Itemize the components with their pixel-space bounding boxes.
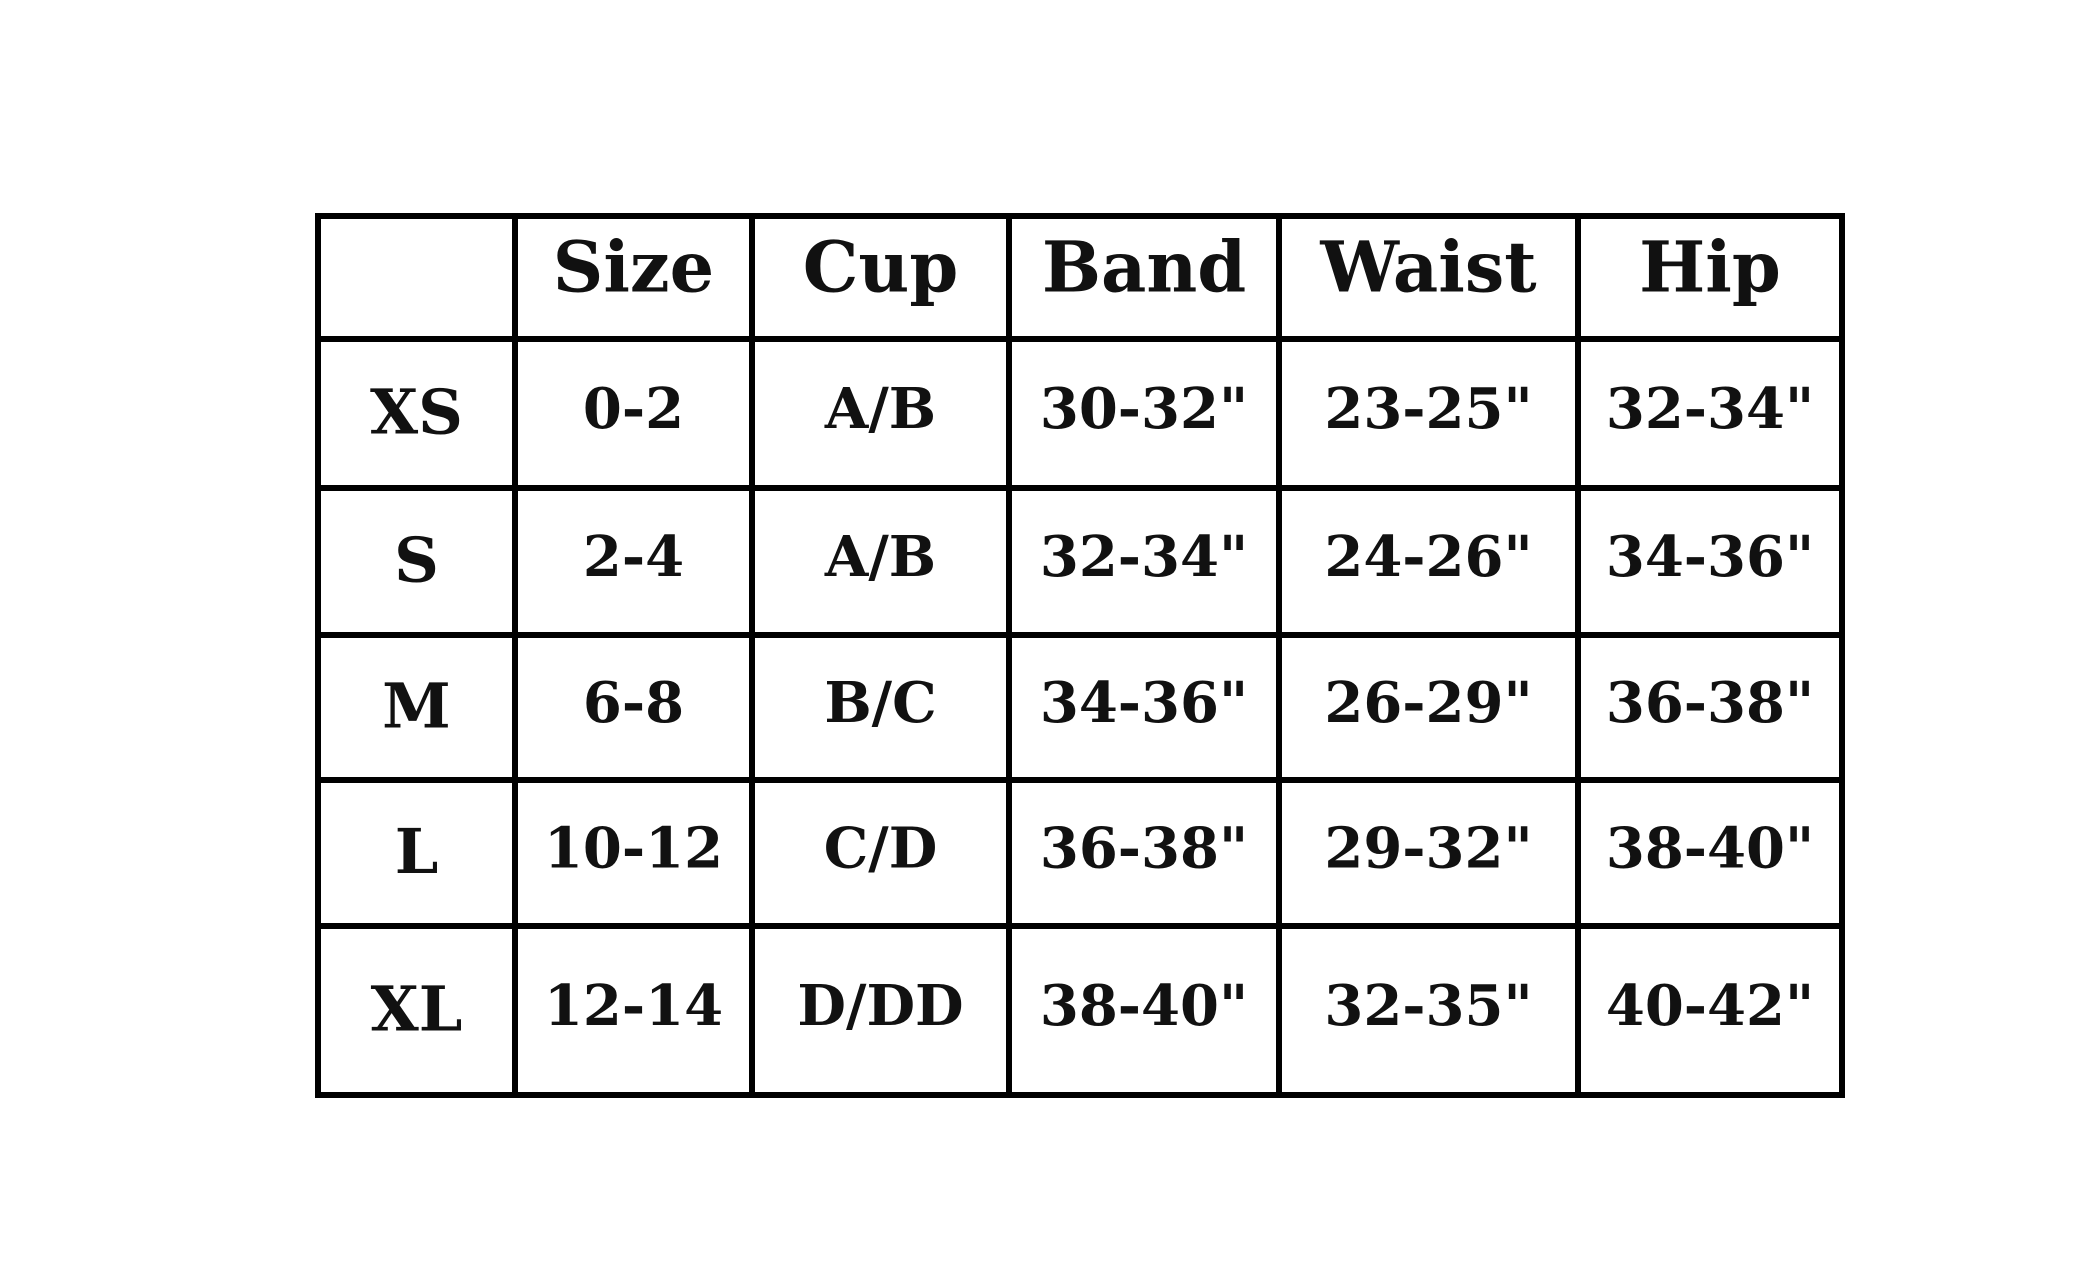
- row-label: L: [395, 815, 439, 888]
- table-cell: 26-29": [1324, 670, 1532, 736]
- table-cell: A/B: [824, 524, 936, 590]
- table-cell: 24-26": [1324, 524, 1532, 590]
- table-cell: 29-32": [1324, 816, 1532, 882]
- table-cell: B/C: [824, 670, 936, 736]
- row-label: XS: [370, 376, 463, 449]
- table-cell: 32-34": [1040, 524, 1248, 590]
- row-label: S: [394, 524, 439, 597]
- table-cell: 34-36": [1606, 524, 1814, 590]
- column-header: Cup: [803, 226, 959, 309]
- row-label: XL: [371, 973, 463, 1046]
- column-header: Hip: [1639, 226, 1781, 309]
- column-header: Size: [553, 226, 714, 309]
- table-cell: 6-8: [583, 670, 684, 736]
- table-cell: 34-36": [1040, 670, 1248, 736]
- table-cell: 36-38": [1040, 816, 1248, 882]
- table-cell: 36-38": [1606, 670, 1814, 736]
- table-cell: 12-14: [544, 973, 723, 1039]
- table-cell: 32-34": [1606, 376, 1814, 442]
- table-cell: 23-25": [1324, 376, 1532, 442]
- table-cell: 40-42": [1606, 973, 1814, 1039]
- table-cell: D/DD: [797, 973, 963, 1039]
- table-cell: A/B: [824, 376, 936, 442]
- table-border: [315, 213, 1845, 1098]
- table-cell: 38-40": [1040, 973, 1248, 1039]
- table-cell: 38-40": [1606, 816, 1814, 882]
- row-label: M: [382, 670, 451, 743]
- column-header: Band: [1042, 226, 1246, 309]
- table-cell: 32-35": [1324, 973, 1532, 1039]
- table-cell: 0-2: [583, 376, 684, 442]
- table-cell: C/D: [824, 816, 938, 882]
- table-cell: 10-12: [544, 816, 723, 882]
- table-cell: 30-32": [1040, 376, 1248, 442]
- column-header: Waist: [1319, 226, 1536, 309]
- table-cell: 2-4: [583, 524, 684, 590]
